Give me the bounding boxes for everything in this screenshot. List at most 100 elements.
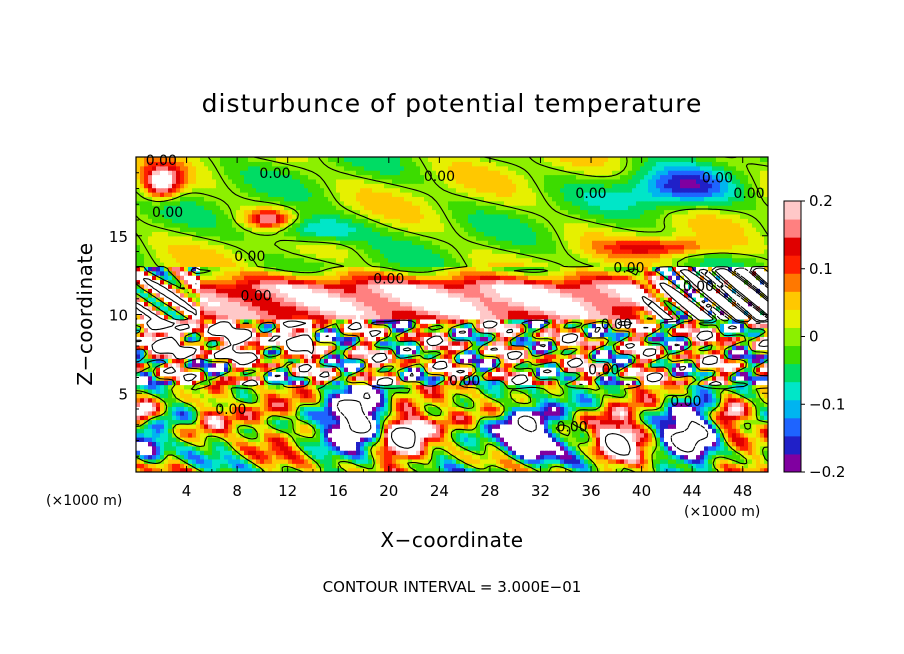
heatmap-cell [552,410,557,416]
heatmap-cell [580,423,585,429]
heatmap-cell [492,375,497,381]
heatmap-cell [160,437,165,442]
heatmap-cell [552,463,557,469]
heatmap-cell [312,454,317,460]
heatmap-cell [664,402,669,407]
heatmap-cell [220,384,225,390]
heatmap-cell [756,406,761,412]
heatmap-cell [596,463,601,469]
heatmap-cell [208,367,213,372]
heatmap-cell [504,362,509,368]
heatmap-cell [140,419,145,425]
heatmap-cell [388,445,393,451]
heatmap-cell [344,371,349,377]
heatmap-cell [224,463,229,469]
heatmap-cell [660,371,665,377]
heatmap-cell [492,423,497,429]
heatmap-cell [192,362,197,368]
heatmap-cell [672,428,677,434]
heatmap-cell [424,406,429,412]
heatmap-cell [248,345,253,351]
heatmap-cell [172,437,177,442]
heatmap-cell [700,454,705,460]
heatmap-cell [684,410,689,416]
heatmap-cell [600,437,605,442]
heatmap-cell [608,441,613,447]
heatmap-cell [400,467,405,472]
heatmap-cell [684,393,689,399]
heatmap-cell [744,441,749,447]
heatmap-cell [516,415,521,421]
heatmap-cell [648,336,653,342]
heatmap-cell [344,380,349,386]
heatmap-cell [452,332,457,337]
heatmap-cell [240,419,245,425]
heatmap-cell [228,353,233,359]
heatmap-cell [372,402,377,407]
heatmap-cell [388,441,393,447]
heatmap-cell [564,384,569,390]
heatmap-cell [360,428,365,434]
heatmap-cell [652,384,657,390]
heatmap-cell [684,375,689,381]
heatmap-cell [520,463,525,469]
heatmap-cell [648,367,653,372]
heatmap-cell [316,371,321,377]
heatmap-cell [500,375,505,381]
heatmap-cell [524,406,529,412]
heatmap-cell [592,375,597,381]
heatmap-cell [172,463,177,469]
heatmap-cell [568,371,573,377]
heatmap-cell [228,437,233,442]
heatmap-cell [472,336,477,342]
heatmap-cell [248,467,253,472]
heatmap-cell [424,367,429,372]
heatmap-cell [152,423,157,429]
heatmap-cell [148,450,153,456]
heatmap-cell [204,353,209,359]
heatmap-cell [292,445,297,451]
heatmap-cell [364,388,369,394]
heatmap-cell [744,454,749,460]
heatmap-cell [228,388,233,394]
heatmap-cell [564,445,569,451]
heatmap-cell [452,406,457,412]
heatmap-cell [572,375,577,381]
heatmap-cell [476,380,481,386]
heatmap-cell [600,380,605,386]
heatmap-cell [272,397,277,403]
heatmap-cell [564,437,569,442]
heatmap-cell [644,458,649,464]
heatmap-cell [556,358,561,364]
heatmap-cell [460,384,465,390]
heatmap-cell [324,454,329,460]
heatmap-cell [440,375,445,381]
heatmap-cell [168,445,173,451]
heatmap-cell [280,340,285,346]
heatmap-cell [332,467,337,472]
heatmap-cell [688,450,693,456]
heatmap-cell [148,397,153,403]
heatmap-cell [336,454,341,460]
heatmap-cell [204,445,209,451]
heatmap-cell [472,349,477,355]
heatmap-cell [320,349,325,355]
heatmap-cell [548,367,553,372]
heatmap-cell [428,358,433,364]
heatmap-cell [416,375,421,381]
heatmap-cell [372,375,377,381]
heatmap-cell [736,367,741,372]
heatmap-cell [260,406,265,412]
heatmap-cell [748,371,753,377]
heatmap-cell [644,463,649,469]
heatmap-cell [216,432,221,438]
heatmap-cell [352,419,357,425]
heatmap-cell [664,371,669,377]
heatmap-cell [624,380,629,386]
heatmap-cell [420,428,425,434]
heatmap-cell [496,336,501,342]
heatmap-cell [616,467,621,472]
heatmap-cell [164,375,169,381]
heatmap-cell [620,384,625,390]
heatmap-cell [676,450,681,456]
